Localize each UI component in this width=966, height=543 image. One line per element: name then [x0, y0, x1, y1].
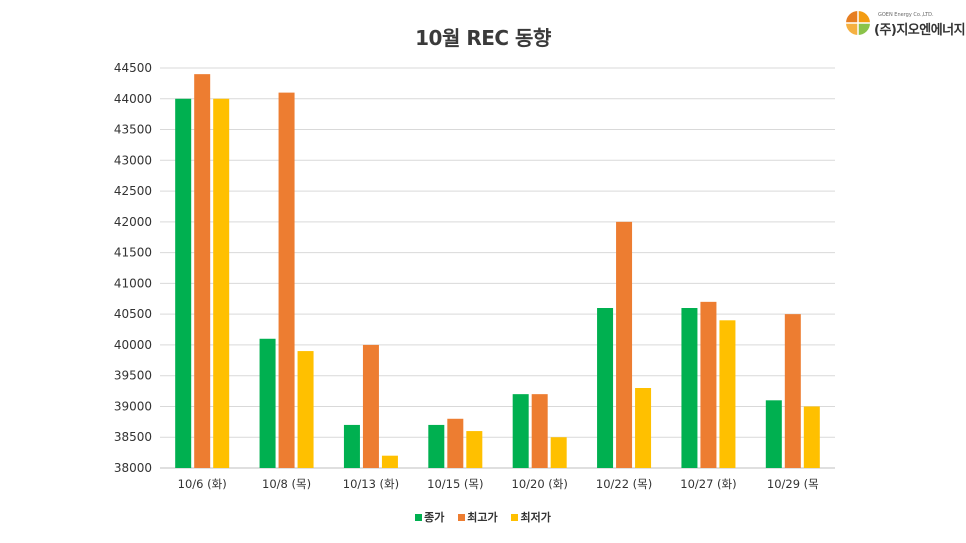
legend-label-close: 종가 [424, 511, 445, 524]
bar-close [597, 308, 614, 468]
bar-low [635, 388, 652, 468]
bar-series [175, 74, 820, 469]
legend-item-low: 최저가 [511, 509, 551, 525]
bar-high [700, 301, 717, 468]
bar-low [213, 98, 230, 469]
bar-high [447, 418, 464, 468]
y-tick-label: 38000 [114, 461, 152, 475]
bar-close [512, 394, 529, 468]
legend-swatch-high [458, 513, 466, 521]
chart-title: 10월 REC 동향 [415, 26, 551, 50]
logo-name: (주)지오엔에너지 [874, 23, 966, 38]
y-tick-label: 41000 [114, 276, 152, 290]
y-tick-label: 39000 [114, 399, 152, 413]
y-tick-label: 41500 [114, 246, 152, 260]
bar-high [362, 344, 379, 468]
logo-subtitle: GOEN Energy Co.,LTD. [878, 12, 934, 18]
y-tick-label: 40000 [114, 338, 152, 352]
legend-item-close: 종가 [415, 509, 444, 525]
bar-close [428, 424, 445, 468]
bar-close [765, 400, 782, 468]
y-tick-label: 44500 [114, 61, 152, 75]
legend-swatch-low [511, 513, 519, 521]
x-tick-label: 10/15 (목) [427, 477, 483, 491]
y-tick-label: 42000 [114, 215, 152, 229]
bar-low [466, 431, 483, 468]
y-tick-label: 43000 [114, 153, 152, 167]
bar-low [719, 320, 736, 468]
logo-emblem-icon [846, 11, 870, 35]
x-tick-label: 10/29 (목 [767, 477, 819, 491]
legend-item-high: 최고가 [458, 509, 498, 525]
x-tick-label: 10/20 (화) [512, 477, 568, 491]
bar-low [297, 351, 314, 468]
y-tick-label: 42500 [114, 184, 152, 198]
company-logo: GOEN Energy Co.,LTD. (주)지오엔에너지 [846, 10, 966, 40]
x-tick-label: 10/6 (화) [178, 477, 227, 491]
x-tick-label: 10/8 (목) [262, 477, 311, 491]
y-tick-label: 44000 [114, 92, 152, 106]
bar-high [531, 394, 548, 468]
chart-legend: 종가 최고가 최저가 [0, 509, 966, 525]
bar-close [259, 338, 276, 468]
x-tick-label: 10/13 (화) [343, 477, 399, 491]
bar-close [175, 98, 192, 469]
x-axis: 10/6 (화) 10/8 (목) 10/13 (화) 10/15 (목) 10/20 … [178, 477, 819, 491]
bar-chart: 38000 38500 39000 39500 40000 40500 41000 41500… [114, 61, 835, 491]
bar-low [550, 437, 567, 468]
legend-label-low: 최저가 [520, 511, 551, 524]
bar-high [194, 74, 211, 469]
bar-close [343, 424, 360, 468]
bar-high [616, 221, 633, 468]
x-tick-label: 10/27 (화) [680, 477, 736, 491]
bar-close [681, 308, 698, 468]
bar-low [803, 406, 820, 468]
bar-low [381, 455, 398, 468]
y-tick-label: 38500 [114, 430, 152, 444]
x-tick-label: 10/22 (목) [596, 477, 652, 491]
y-axis: 38000 38500 39000 39500 40000 40500 41000 41500… [114, 61, 152, 475]
bar-high [278, 92, 295, 468]
bar-high [784, 314, 801, 468]
y-tick-label: 43500 [114, 123, 152, 137]
y-tick-label: 39500 [114, 369, 152, 383]
legend-label-high: 최고가 [467, 511, 498, 524]
legend-swatch-close [415, 513, 423, 521]
y-tick-label: 40500 [114, 307, 152, 321]
